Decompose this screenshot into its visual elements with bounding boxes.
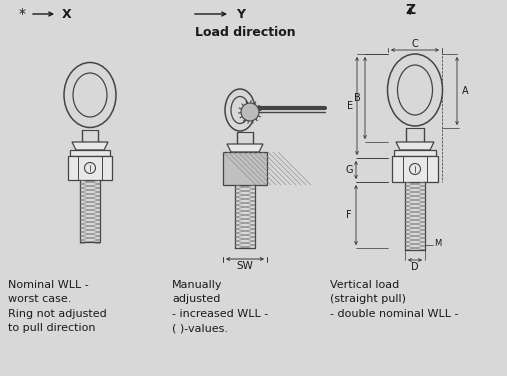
Text: E: E	[347, 101, 353, 111]
Text: X: X	[62, 8, 71, 21]
Polygon shape	[68, 156, 112, 180]
Text: G: G	[345, 165, 353, 175]
Polygon shape	[72, 142, 108, 150]
Text: Vertical load
(straight pull)
- double nominal WLL -: Vertical load (straight pull) - double n…	[330, 280, 458, 319]
Text: SW: SW	[237, 261, 254, 271]
Text: C: C	[412, 39, 418, 49]
Polygon shape	[223, 152, 267, 185]
Text: D: D	[411, 262, 419, 272]
Text: Y: Y	[236, 8, 245, 21]
Text: Manually
adjusted
- increased WLL -
( )-values.: Manually adjusted - increased WLL - ( )-…	[172, 280, 268, 333]
Text: *: *	[18, 7, 25, 21]
Polygon shape	[70, 150, 110, 156]
Text: F: F	[346, 210, 352, 220]
Text: B: B	[353, 93, 360, 103]
Polygon shape	[394, 150, 436, 156]
Text: A: A	[462, 86, 468, 96]
Circle shape	[241, 103, 259, 121]
Text: M: M	[434, 240, 442, 249]
Polygon shape	[396, 142, 434, 150]
Text: Nominal WLL -
worst case.
Ring not adjusted
to pull direction: Nominal WLL - worst case. Ring not adjus…	[8, 280, 107, 333]
Polygon shape	[392, 156, 438, 182]
Text: Load direction: Load direction	[195, 26, 295, 38]
Text: Z: Z	[405, 3, 415, 17]
Polygon shape	[227, 144, 263, 152]
